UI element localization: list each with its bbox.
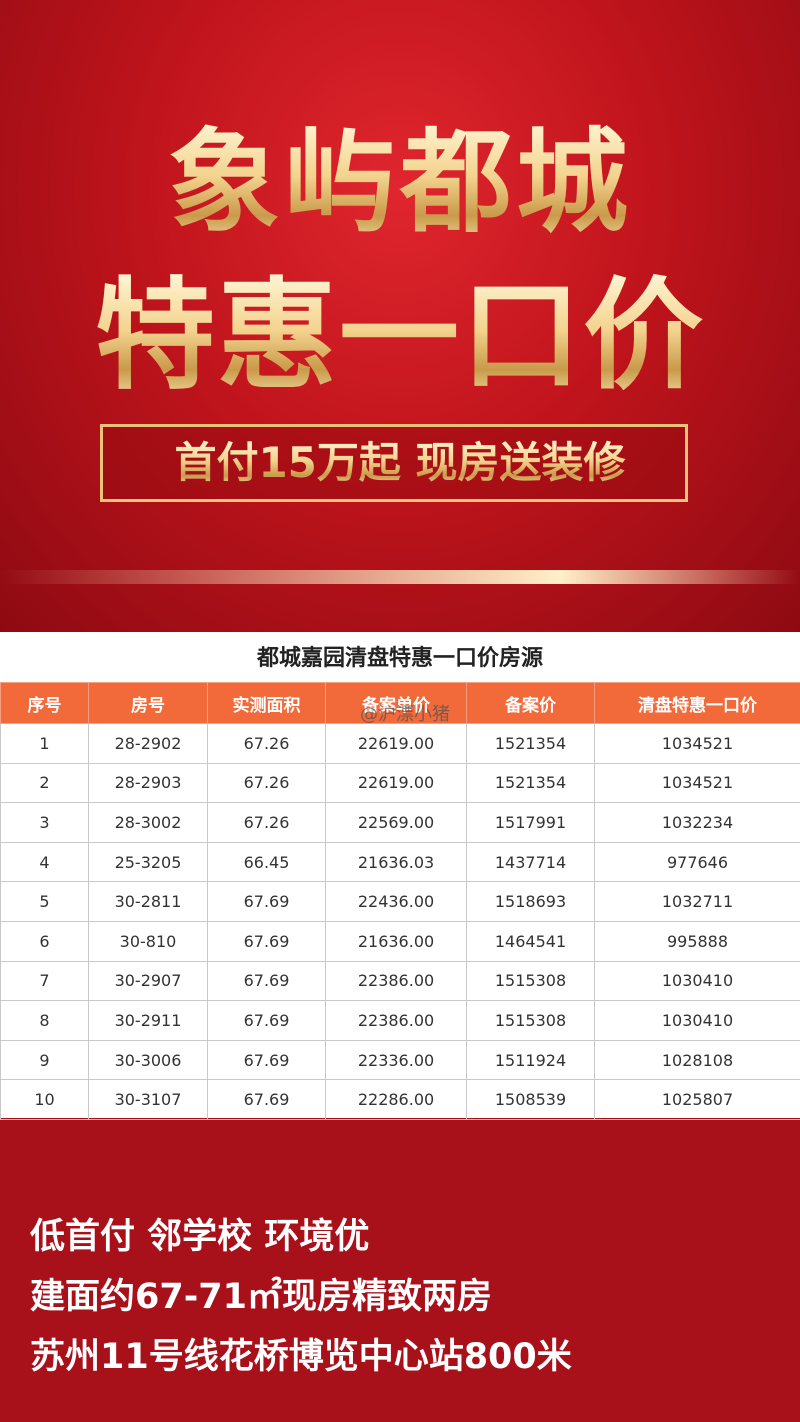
price-table: 序号 房号 实测面积 备案单价 备案价 清盘特惠一口价 1 28-2902 67.26 2261… <box>0 682 800 1120</box>
table-cell: 9 <box>0 1039 89 1081</box>
table-cell: 1028108 <box>594 1039 800 1081</box>
table-cell: 67.69 <box>207 1079 326 1120</box>
table-cell: 67.69 <box>207 960 326 1002</box>
column-header: 序号 <box>0 682 89 724</box>
table-cell: 1034521 <box>594 762 800 804</box>
table-cell: 28-2903 <box>88 762 208 804</box>
table-cell: 25-3205 <box>88 841 208 883</box>
table-cell: 67.69 <box>207 1000 326 1041</box>
column-header: 备案单价 <box>325 682 467 724</box>
table-cell: 22569.00 <box>325 802 467 843</box>
table-cell: 10 <box>0 1079 89 1120</box>
table-cell: 22436.00 <box>325 881 467 922</box>
table-cell: 22286.00 <box>325 1079 467 1120</box>
table-cell: 4 <box>0 841 89 883</box>
watermark: @沪漂小猪 <box>360 704 450 725</box>
table-cell: 1521354 <box>466 723 595 764</box>
header-row: 序号 房号 实测面积 备案单价 备案价 清盘特惠一口价 <box>0 682 800 724</box>
light-streak <box>0 570 800 584</box>
table-cell: 977646 <box>594 841 800 883</box>
subtitle: 特惠一口价 <box>0 272 800 402</box>
table-row: 1 28-2902 67.26 22619.00 1521354 1034521 <box>0 723 800 764</box>
table-cell: 22619.00 <box>325 762 467 804</box>
table-cell: 30-2911 <box>88 1000 208 1041</box>
table-cell: 1464541 <box>466 920 595 962</box>
table-row: 2 28-2903 67.26 22619.00 1521354 1034521 <box>0 762 800 804</box>
table-cell: 30-2811 <box>88 881 208 922</box>
table-cell: 1508539 <box>466 1079 595 1120</box>
banner-box <box>100 424 688 502</box>
table-cell: 1025807 <box>594 1079 800 1120</box>
table-cell: 22336.00 <box>325 1039 467 1081</box>
table-cell: 67.26 <box>207 723 326 764</box>
table-cell: 1511924 <box>466 1039 595 1081</box>
banner-text: 首付15万起 现房送装修 <box>0 438 800 488</box>
table-cell: 1437714 <box>466 841 595 883</box>
table-title: 都城嘉园清盘特惠一口价房源 <box>256 646 543 671</box>
table-cell: 5 <box>0 881 89 922</box>
footer-line: 低首付 邻学校 环境优 <box>30 1217 370 1257</box>
table-cell: 2 <box>0 762 89 804</box>
table-cell: 28-3002 <box>88 802 208 843</box>
table-row: 10 30-3107 67.69 22286.00 1508539 1025807 <box>0 1079 800 1120</box>
table-cell: 7 <box>0 960 89 1002</box>
table-cell: 1030410 <box>594 960 800 1002</box>
table-cell: 1034521 <box>594 723 800 764</box>
table-cell: 1517991 <box>466 802 595 843</box>
table-cell: 1521354 <box>466 762 595 804</box>
column-header: 备案价 <box>466 682 595 724</box>
table-cell: 1515308 <box>466 960 595 1002</box>
table-body: 1 28-2902 67.26 22619.00 1521354 1034521 2 28-2… <box>0 723 800 1120</box>
table-cell: 8 <box>0 1000 89 1041</box>
table-cell: 21636.03 <box>325 841 467 883</box>
table-row: 8 30-2911 67.69 22386.00 1515308 1030410 <box>0 1000 800 1041</box>
table-cell: 6 <box>0 920 89 962</box>
footer-line: 苏州11号线花桥博览中心站800米 <box>30 1337 572 1377</box>
table-cell: 1515308 <box>466 1000 595 1041</box>
table-row: 5 30-2811 67.69 22436.00 1518693 1032711 <box>0 881 800 922</box>
table-row: 3 28-3002 67.26 22569.00 1517991 1032234 <box>0 802 800 843</box>
table-row: 4 25-3205 66.45 21636.03 1437714 977646 <box>0 841 800 883</box>
header-background <box>0 0 800 632</box>
table-cell: 67.69 <box>207 1039 326 1081</box>
table-cell: 1032711 <box>594 881 800 922</box>
table-cell: 995888 <box>594 920 800 962</box>
table-cell: 67.26 <box>207 802 326 843</box>
column-header: 房号 <box>88 682 208 724</box>
footer-line: 建面约67-71㎡现房精致两房 <box>30 1277 492 1317</box>
table-cell: 1518693 <box>466 881 595 922</box>
table-cell: 21636.00 <box>325 920 467 962</box>
table-row: 9 30-3006 67.69 22336.00 1511924 1028108 <box>0 1039 800 1081</box>
table-row: 7 30-2907 67.69 22386.00 1515308 1030410 <box>0 960 800 1002</box>
table-cell: 30-3107 <box>88 1079 208 1120</box>
table-cell: 22619.00 <box>325 723 467 764</box>
title: 象屿都城 <box>0 118 800 248</box>
table-cell: 30-3006 <box>88 1039 208 1081</box>
column-header: 实测面积 <box>207 682 326 724</box>
column-header: 清盘特惠一口价 <box>594 682 800 724</box>
table-cell: 30-810 <box>88 920 208 962</box>
table-cell: 67.69 <box>207 881 326 922</box>
table-cell: 3 <box>0 802 89 843</box>
table-cell: 28-2902 <box>88 723 208 764</box>
table-cell: 1030410 <box>594 1000 800 1041</box>
table-cell: 22386.00 <box>325 1000 467 1041</box>
table-cell: 1 <box>0 723 89 764</box>
table-cell: 22386.00 <box>325 960 467 1002</box>
table-row: 6 30-810 67.69 21636.00 1464541 995888 <box>0 920 800 962</box>
table-cell: 66.45 <box>207 841 326 883</box>
table-cell: 67.26 <box>207 762 326 804</box>
table-cell: 67.69 <box>207 920 326 962</box>
table-cell: 1032234 <box>594 802 800 843</box>
table-cell: 30-2907 <box>88 960 208 1002</box>
